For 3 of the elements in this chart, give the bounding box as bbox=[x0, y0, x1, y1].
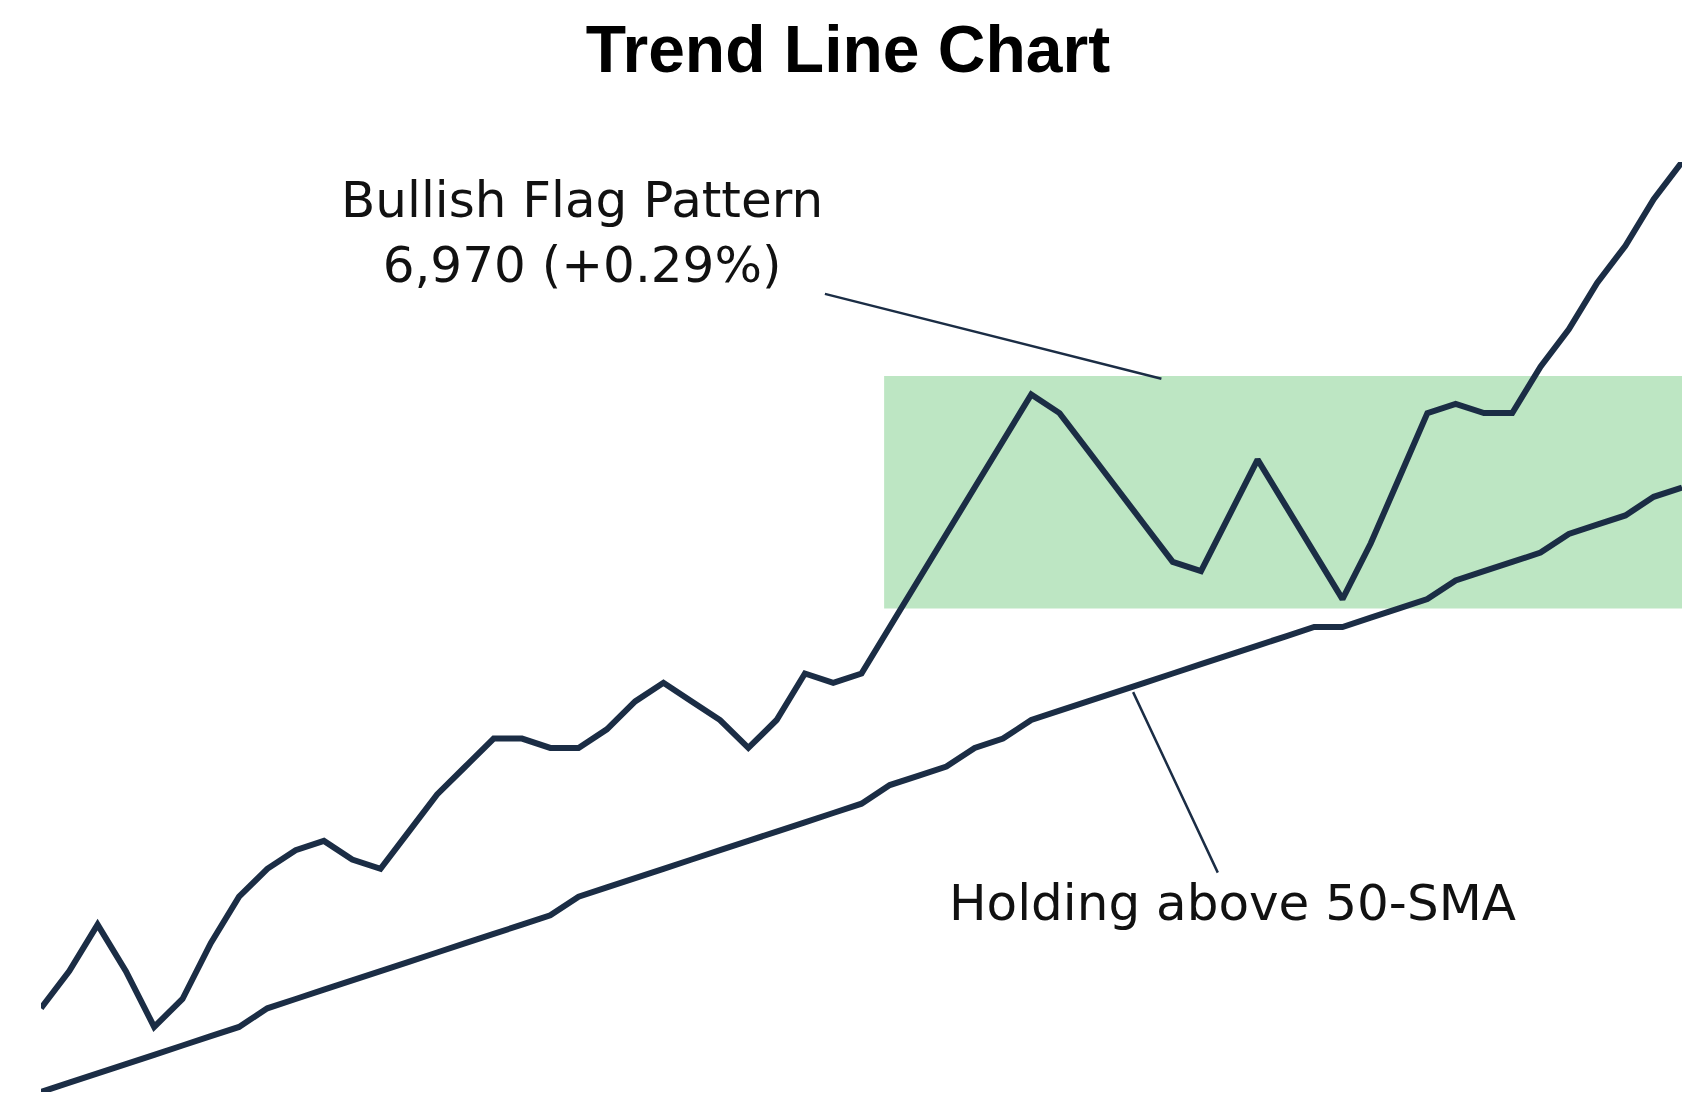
annotation: Holding above 50-SMA bbox=[949, 874, 1516, 932]
annotation: Bullish Flag Pattern 6,970 (+0.29%) bbox=[341, 171, 824, 294]
chart-title: Trend Line Chart bbox=[585, 12, 1111, 87]
